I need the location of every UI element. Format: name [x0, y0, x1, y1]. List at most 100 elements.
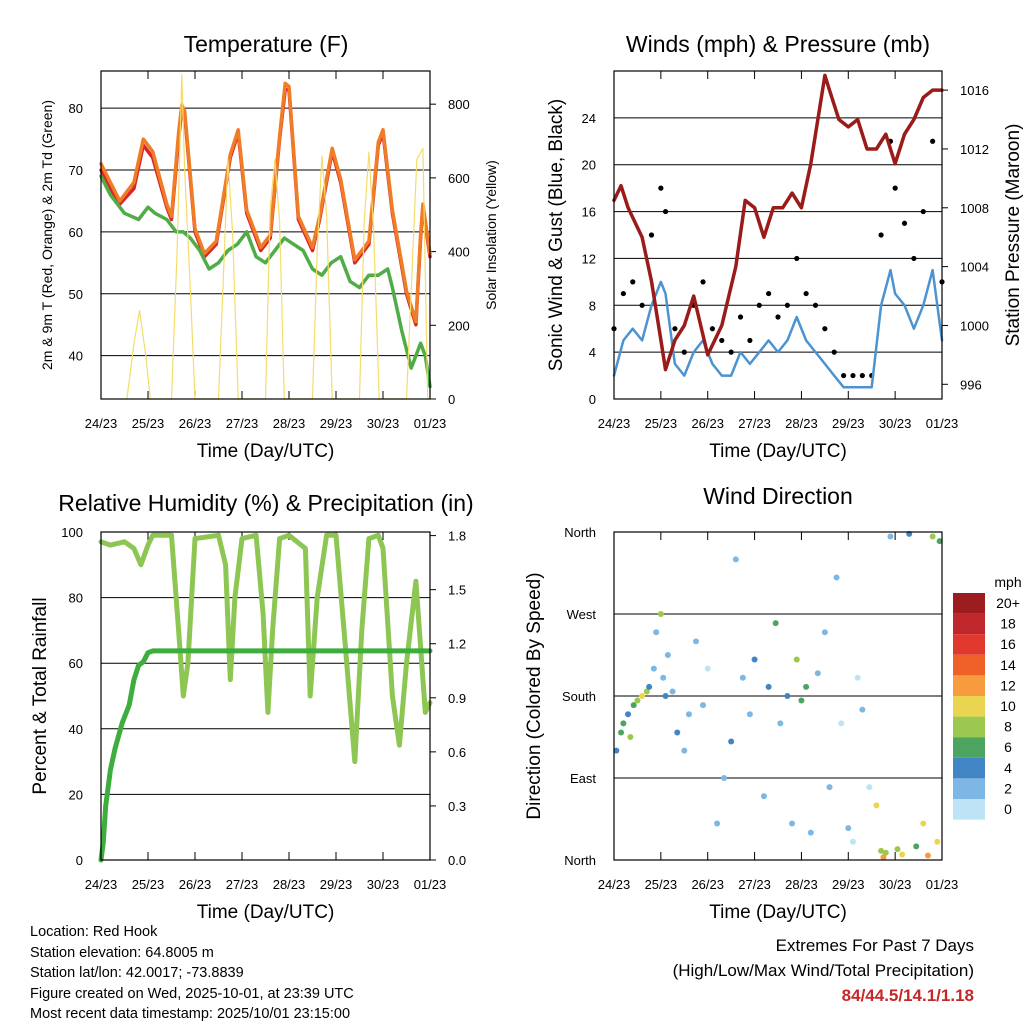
winds-y2tick-label: 996 — [960, 377, 982, 392]
direction-direction-point — [821, 629, 828, 636]
direction-direction-point — [751, 656, 758, 663]
winds-y2tick-label: 1004 — [960, 260, 989, 275]
direction-direction-point — [878, 847, 885, 854]
winds-ytick-label: 16 — [582, 205, 596, 220]
winds-xtick-label: 25/23 — [645, 416, 678, 431]
winds-gust-point — [662, 208, 669, 215]
direction-direction-point — [714, 820, 721, 827]
humidity-xtick-label: 28/23 — [273, 877, 306, 892]
direction-legend-label: 12 — [1000, 677, 1016, 693]
direction-direction-point — [920, 820, 927, 827]
winds-gust-point — [878, 232, 884, 238]
direction-xtick-label: 29/23 — [832, 877, 865, 892]
temperature-ylabel: 2m & 9m T (Red, Orange) & 2m Td (Green) — [39, 100, 55, 370]
winds-gust-point — [920, 208, 926, 215]
direction-direction-point — [845, 825, 852, 832]
humidity-y2tick-label: 1.5 — [448, 583, 466, 598]
temperature-xlabel: Time (Day/UTC) — [197, 441, 335, 462]
direction-direction-point — [765, 683, 772, 690]
direction-title: Wind Direction — [703, 483, 853, 509]
humidity-frame — [100, 531, 431, 861]
winds-gust-point — [700, 279, 706, 285]
winds-gust-point — [859, 372, 865, 379]
direction-direction-point — [693, 638, 699, 645]
winds-gust-point — [930, 138, 936, 144]
winds-gust-point — [831, 349, 837, 355]
humidity-ytick-label: 100 — [61, 525, 83, 540]
winds-ytick-label: 8 — [589, 298, 596, 313]
direction-direction-point — [618, 729, 625, 736]
winds-ytick-label: 12 — [582, 251, 596, 266]
direction-direction-point — [803, 683, 810, 690]
direction-legend-swatch — [953, 716, 985, 738]
direction-direction-point — [814, 670, 821, 677]
winds-y2tick-label: 1012 — [960, 142, 989, 157]
winds-xtick-label: 27/23 — [738, 416, 771, 431]
direction-direction-point — [924, 852, 931, 859]
temperature-9m-t-line — [99, 81, 432, 324]
direction-legend-swatch — [953, 634, 985, 655]
direction-direction-point — [627, 734, 634, 740]
direction-direction-point — [664, 652, 671, 658]
temperature-y2tick-label: 600 — [448, 171, 470, 186]
direction-direction-point — [849, 838, 856, 845]
winds-gust-point — [620, 290, 626, 297]
direction-ytick-label: North — [564, 525, 596, 540]
winds-gust-point — [766, 290, 772, 297]
winds-gust-point — [658, 185, 664, 191]
temperature-y2tick-label: 400 — [448, 245, 470, 260]
direction-direction-point — [700, 702, 707, 709]
winds-title: Winds (mph) & Pressure (mb) — [626, 31, 930, 57]
direction-xtick-label: 27/23 — [738, 877, 771, 892]
direction-direction-point — [721, 775, 728, 781]
direction-xtick-label: 24/23 — [598, 877, 631, 892]
direction-legend-label: 4 — [1004, 760, 1012, 776]
direction-legend-label: 20+ — [996, 595, 1020, 611]
winds-y2tick-label: 1008 — [960, 201, 989, 216]
direction-direction-point — [739, 674, 746, 681]
direction-direction-point — [760, 793, 767, 800]
direction-direction-point — [887, 533, 894, 540]
latlon-text: Station lat/lon: 42.0017; -73.8839 — [30, 965, 244, 981]
station-info: Location: Red Hook Station elevation: 64… — [30, 922, 354, 1025]
humidity-xlabel: Time (Day/UTC) — [197, 902, 335, 923]
winds-xtick-label: 30/23 — [879, 416, 912, 431]
humidity-xtick-label: 27/23 — [226, 877, 259, 892]
winds-xtick-label: 29/23 — [832, 416, 865, 431]
winds-ytick-label: 0 — [589, 392, 596, 407]
direction-legend-swatch — [953, 757, 985, 779]
direction-legend-label: 18 — [1000, 616, 1016, 632]
direction-direction-point — [704, 665, 711, 672]
direction-direction-point — [732, 556, 739, 563]
direction-direction-point — [899, 851, 906, 858]
direction-xtick-label: 01/23 — [926, 877, 959, 892]
recent-text: Most recent data timestamp: 2025/10/01 2… — [30, 1006, 351, 1022]
winds-gust-point — [747, 337, 753, 344]
temperature-xtick-label: 24/23 — [85, 416, 118, 431]
direction-direction-point — [880, 854, 887, 861]
humidity-xtick-label: 26/23 — [179, 877, 212, 892]
direction-direction-point — [634, 697, 641, 704]
winds-gust-point — [812, 302, 819, 308]
direction-direction-point — [789, 820, 796, 827]
direction-direction-point — [807, 829, 814, 836]
direction-direction-point — [798, 697, 805, 704]
direction-direction-point — [929, 533, 936, 540]
humidity-y2tick-label: 1.8 — [448, 529, 466, 544]
temperature-xtick-label: 01/23 — [414, 416, 447, 431]
direction-direction-point — [882, 849, 889, 856]
direction-ytick-label: South — [562, 689, 596, 704]
direction-direction-point — [934, 838, 941, 845]
direction-legend-swatch — [953, 593, 985, 614]
direction-direction-point — [866, 784, 873, 791]
location-text: Location: Red Hook — [30, 924, 158, 940]
temperature-2m-td-line — [99, 174, 432, 389]
direction-xlabel: Time (Day/UTC) — [709, 902, 847, 923]
winds-gust-point — [901, 220, 908, 226]
winds-gust-point — [639, 302, 645, 308]
winds-gust-point — [648, 232, 655, 238]
winds-gust-point — [719, 337, 725, 344]
winds-gust-point — [911, 255, 917, 262]
